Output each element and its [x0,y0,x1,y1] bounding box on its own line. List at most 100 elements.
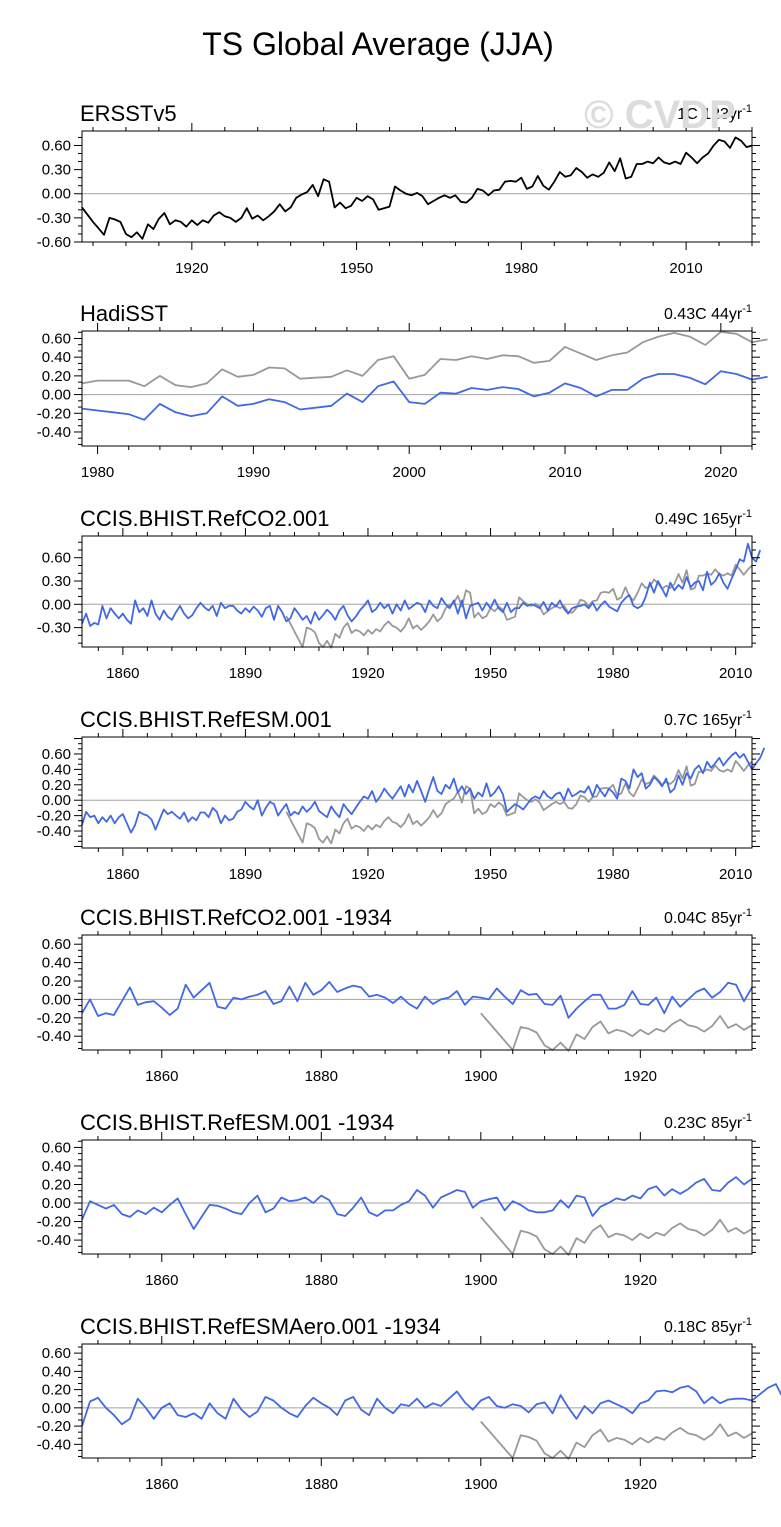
x-tick-label: 1950 [474,665,507,682]
y-tick-label: 0.40 [42,1363,71,1380]
y-tick-label: -0.30 [37,620,71,637]
panel-title: CCIS.BHIST.RefCO2.001 -1934 [80,905,392,930]
y-tick-label: 0.40 [42,761,71,778]
plot-frame [81,535,753,648]
y-tick-label: -0.20 [37,1214,71,1231]
y-tick-label: 0.40 [42,349,71,366]
trend-label: 0.18C 85yr-1 [664,1316,752,1336]
y-tick-label: 0.00 [42,1400,71,1417]
y-tick-label: 0.00 [42,1195,71,1212]
figure-title: TS Global Average (JJA) [202,26,554,62]
panel-title: HadiSST [80,301,168,326]
series-line-ref [480,1216,753,1256]
y-tick-label: 0.40 [42,955,71,972]
panel-1: ERSSTv5 1C 123yr-1 -0.60 -0.30 0.00 0.30 0.60 1… [37,101,760,277]
trend-exponent: -1 [742,303,752,315]
y-tick-label: -0.40 [37,823,71,840]
y-tick-label: 0.60 [42,550,71,567]
trend-value: 0.18C 85yr [664,1319,743,1336]
x-tick-label: 1860 [106,866,139,883]
trend-exponent: -1 [742,1316,752,1328]
panel-title: CCIS.BHIST.RefESM.001 -1934 [80,1110,394,1135]
y-tick-label: -0.30 [37,210,71,227]
y-tick-label: 0.20 [42,973,71,990]
y-tick-label: -0.20 [37,405,71,422]
series-line-model [81,542,762,627]
trend-label: 0.23C 85yr-1 [664,1112,752,1132]
panels: ERSSTv5 1C 123yr-1-0.60-0.300.000.300.601… [37,101,781,1493]
y-tick-label: -0.60 [37,234,71,251]
y-tick-label: 0.30 [42,573,71,590]
plot-frame [81,736,753,849]
y-tick-label: 0.20 [42,1176,71,1193]
y-tick-label: 0.20 [42,368,71,385]
x-tick-label: 1860 [145,1068,178,1085]
x-tick-label: 1860 [145,1272,178,1289]
x-tick-label: 2020 [704,464,737,481]
trend-value: 0.04C 85yr [664,910,743,927]
panel-4: CCIS.BHIST.RefESM.001 0.7C 165yr-1 -0.40-0… [37,707,766,883]
y-tick-label: 0.00 [42,186,71,203]
x-tick-label: 1980 [596,866,629,883]
y-tick-label: 0.60 [42,1139,71,1156]
trend-label: 0.49C 165yr-1 [655,508,752,528]
plot-frame [81,130,753,243]
x-tick-label: 1950 [340,260,373,277]
x-tick-label: 1890 [229,665,262,682]
series-line-ref [480,1420,753,1460]
x-tick-label: 1860 [145,1476,178,1493]
panel-title: CCIS.BHIST.RefESM.001 [80,707,332,732]
x-tick-label: 2010 [719,665,752,682]
trend-exponent: -1 [742,508,752,520]
trend-value: 0.23C 85yr [664,1115,743,1132]
trend-exponent: -1 [742,103,752,115]
x-tick-label: 1990 [237,464,270,481]
trend-value: 0.7C 165yr [664,712,743,729]
x-tick-label: 1920 [175,260,208,277]
panel-title: CCIS.BHIST.RefESMAero.001 -1934 [80,1314,441,1339]
x-tick-label: 1860 [106,665,139,682]
plot-frame [81,330,753,447]
trend-value: 0.43C 44yr [664,306,743,323]
y-tick-label: 0.00 [42,991,71,1008]
y-tick-label: 0.20 [42,777,71,794]
trend-exponent: -1 [742,1112,752,1124]
x-tick-label: 2010 [669,260,702,277]
y-tick-label: -0.40 [37,1232,71,1249]
series-line-ref [480,1012,753,1052]
y-tick-label: 0.00 [42,596,71,613]
panel-7: CCIS.BHIST.RefESMAero.001 -1934 0.18C 85y… [37,1314,781,1493]
x-tick-label: 1920 [624,1476,657,1493]
trend-exponent: -1 [742,709,752,721]
y-tick-label: 0.00 [42,387,71,404]
y-tick-label: -0.40 [37,1028,71,1045]
y-tick-label: 0.60 [42,746,71,763]
y-tick-label: 0.30 [42,162,71,179]
series-line-ref [81,330,768,389]
x-tick-label: 1980 [596,665,629,682]
trend-label: 0.04C 85yr-1 [664,907,752,927]
x-tick-label: 1980 [81,464,114,481]
series-line-ref [285,563,753,649]
trend-exponent: -1 [742,907,752,919]
trend-label: 1C 123yr-1 [677,103,752,123]
y-tick-label: -0.40 [37,424,71,441]
series-line-obs [81,136,753,240]
y-tick-label: -0.40 [37,1436,71,1453]
series-line-model [81,1383,781,1427]
y-tick-label: 0.60 [42,137,71,154]
trend-value: 0.49C 165yr [655,511,743,528]
x-tick-label: 1920 [624,1068,657,1085]
watermark: © CVDP [584,93,736,137]
trend-label: 0.43C 44yr-1 [664,303,752,323]
series-line-model [81,747,766,834]
series-line-model [81,370,768,421]
x-tick-label: 1900 [464,1476,497,1493]
x-tick-label: 1880 [305,1476,338,1493]
x-tick-label: 1880 [305,1068,338,1085]
y-tick-label: 0.60 [42,330,71,347]
y-tick-label: 0.40 [42,1158,71,1175]
panel-title: CCIS.BHIST.RefCO2.001 [80,506,329,531]
trend-label: 0.7C 165yr-1 [664,709,752,729]
